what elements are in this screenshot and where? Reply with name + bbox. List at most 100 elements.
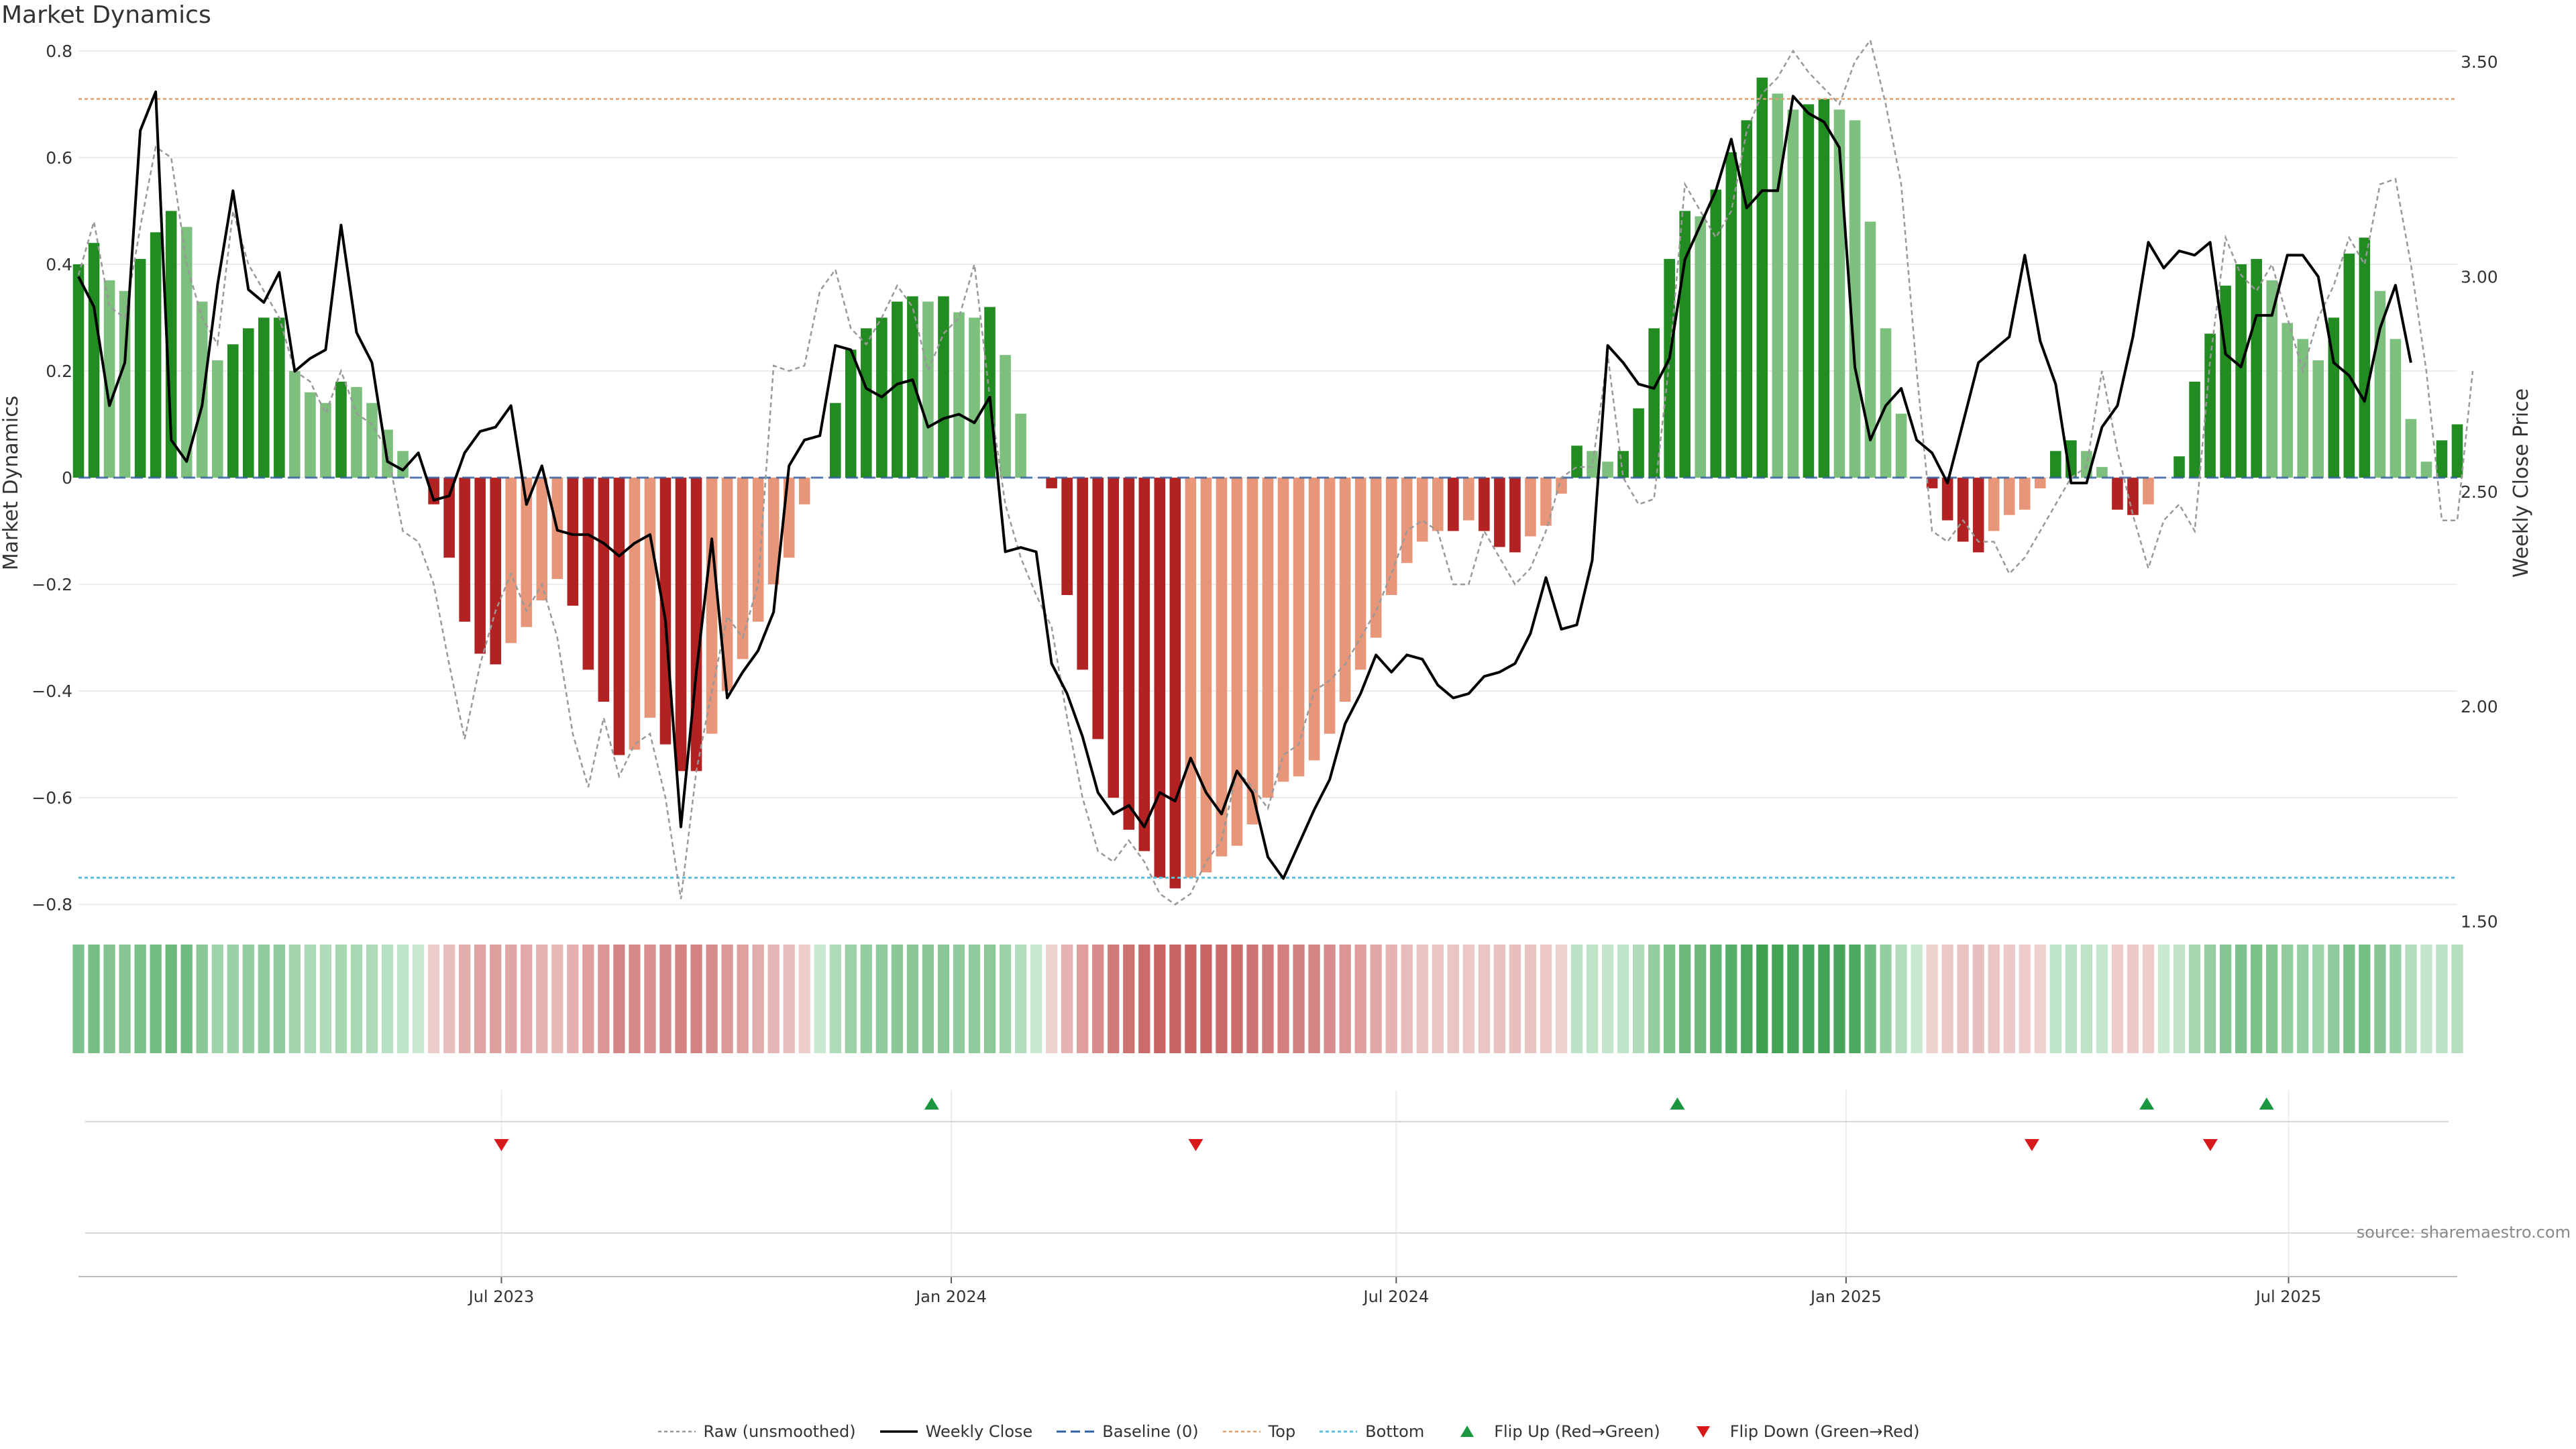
legend-symbol: [1696, 1426, 1710, 1438]
dynamics-bar: [274, 317, 285, 478]
regime-strip-cell: [2390, 945, 2402, 1053]
regime-strip-cell: [2235, 945, 2247, 1053]
regime-strip-cell: [752, 945, 764, 1053]
regime-strip-cell: [1617, 945, 1629, 1053]
dynamics-bar: [1926, 478, 1938, 488]
flip-up-marker: [1670, 1097, 1685, 1110]
dynamics-bar: [644, 478, 656, 718]
regime-strip-cell: [1648, 945, 1660, 1053]
dynamics-bar: [1061, 478, 1073, 595]
legend-symbol: [1460, 1426, 1474, 1437]
dynamics-bar: [1077, 478, 1088, 670]
dynamics-bar: [1448, 478, 1459, 531]
dynamics-bar: [2390, 339, 2402, 478]
dynamics-bar: [397, 451, 409, 478]
regime-strip-cell: [598, 945, 610, 1053]
regime-strip-cell: [1880, 945, 1892, 1053]
regime-strip-cell: [490, 945, 502, 1053]
dynamics-bar: [72, 264, 85, 478]
regime-strip-cell: [582, 945, 594, 1053]
regime-strip-cell: [2003, 945, 2015, 1053]
dynamics-bar: [1818, 99, 1830, 478]
regime-strip-cell: [1895, 945, 1907, 1053]
dynamics-bar: [2312, 360, 2324, 478]
regime-strip-cell: [1447, 945, 1459, 1053]
regime-strip-cell: [1216, 945, 1228, 1053]
dynamics-bar: [1123, 478, 1135, 830]
regime-strip-cell: [2049, 945, 2061, 1053]
raw-series-line: [77, 38, 2474, 906]
regime-strip-cell: [1787, 945, 1799, 1053]
regime-strip-cell: [629, 945, 641, 1053]
regime-strip-cell: [1493, 945, 1506, 1053]
dynamics-bar: [366, 402, 378, 478]
flip-down-marker: [1188, 1139, 1203, 1151]
regime-strip-cell: [1710, 945, 1722, 1053]
regime-strip-cell: [2451, 945, 2463, 1053]
dynamics-bar: [2343, 254, 2355, 478]
regime-strip-cell: [1046, 945, 1058, 1053]
regime-strip-cell: [1370, 945, 1382, 1053]
dynamics-bar: [1540, 478, 1552, 526]
dynamics-bar: [1277, 478, 1289, 782]
regime-strip-cell: [211, 945, 223, 1053]
regime-strip-cell: [288, 945, 301, 1053]
legend-label: Top: [1268, 1422, 1296, 1441]
regime-strip-cell: [1601, 945, 1614, 1053]
dynamics-bar: [1772, 93, 1784, 478]
dynamics-bar: [984, 307, 996, 478]
regime-strip-cell: [1108, 945, 1120, 1053]
regime-strip-cell: [551, 945, 564, 1053]
x-tick-label: Jan 2025: [1809, 1287, 1882, 1306]
dynamics-bar: [1324, 478, 1336, 734]
regime-strip-cell: [366, 945, 378, 1053]
flip-down-marker: [494, 1139, 509, 1151]
regime-strip-cell: [1540, 945, 1552, 1053]
regime-strip-cell: [1524, 945, 1537, 1053]
regime-strip-cell: [2359, 945, 2371, 1053]
regime-strip-cell: [2034, 945, 2046, 1053]
regime-strip-cell: [1803, 945, 1815, 1053]
regime-strip-cell: [412, 945, 425, 1053]
regime-strip-cell: [2019, 945, 2031, 1053]
dynamics-bar: [289, 371, 301, 478]
dynamics-bar: [1293, 478, 1305, 777]
dynamics-bar: [1741, 120, 1753, 478]
legend-symbol: [1320, 1430, 1358, 1433]
regime-strip-cell: [1138, 945, 1150, 1053]
dynamics-bar: [1695, 216, 1707, 478]
dynamics-bar: [2328, 317, 2340, 478]
dynamics-bar: [227, 344, 239, 478]
regime-strip-cell: [1926, 945, 1938, 1053]
regime-strip-cell: [1478, 945, 1490, 1053]
regime-strip-cell: [1123, 945, 1135, 1053]
dynamics-bar: [2420, 462, 2432, 478]
dynamics-bar: [1571, 445, 1582, 478]
dynamics-bar: [567, 478, 579, 606]
regime-strip-cell: [2111, 945, 2124, 1053]
dynamics-bar: [659, 478, 672, 745]
regime-strip-cell: [783, 945, 795, 1053]
dynamics-bar: [196, 301, 208, 478]
regime-strip-cell: [567, 945, 579, 1053]
x-tick-label: Jan 2024: [914, 1287, 987, 1306]
dynamics-bar: [1756, 77, 1768, 478]
dynamics-bar: [536, 478, 548, 600]
dynamics-bar: [845, 350, 857, 478]
dynamics-bar: [706, 478, 718, 734]
dynamics-bar: [2050, 451, 2061, 478]
regime-strip-cell: [521, 945, 533, 1053]
dynamics-bar: [721, 478, 733, 692]
flip-up-marker: [2259, 1097, 2274, 1110]
legend-label: Weekly Close: [925, 1422, 1033, 1441]
dynamics-bar: [2359, 237, 2371, 478]
left-tick-label: 0.6: [46, 148, 72, 168]
regime-strip-cell: [2188, 945, 2201, 1053]
legend: Raw (unsmoothed) Weekly Close Baseline (0)…: [0, 1422, 2576, 1441]
legend-label: Flip Up (Red→Green): [1494, 1422, 1660, 1441]
dynamics-bar: [1339, 478, 1351, 702]
dynamics-bar: [2112, 478, 2123, 510]
regime-strip-cell: [2282, 945, 2294, 1053]
regime-strip-cell: [1061, 945, 1073, 1053]
dynamics-bar: [2143, 478, 2154, 504]
